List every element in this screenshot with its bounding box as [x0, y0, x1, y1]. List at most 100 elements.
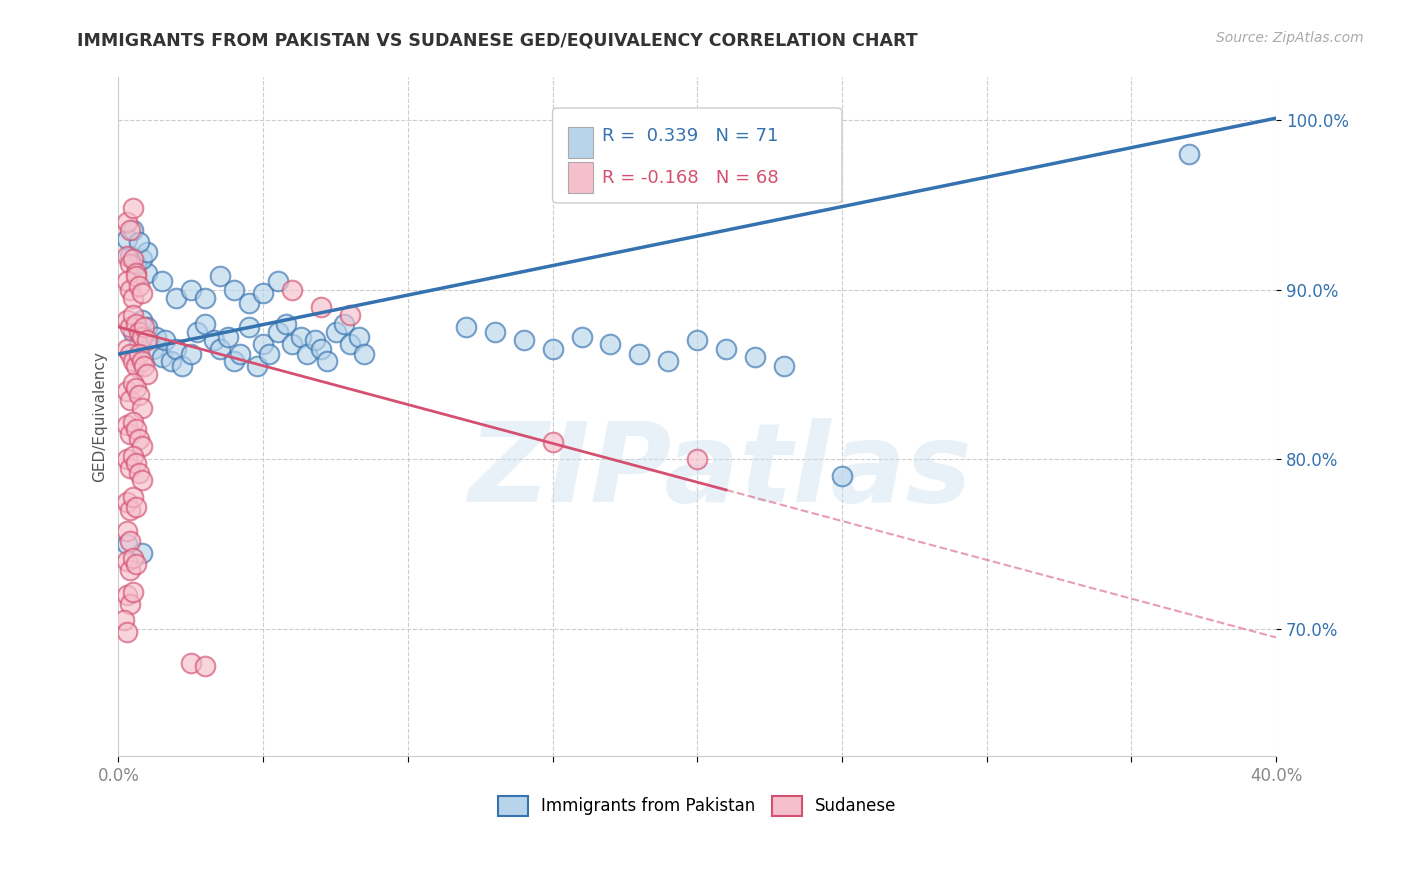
- Point: [309, 342, 332, 356]
- Point: [122, 354, 145, 368]
- Point: [134, 319, 156, 334]
- Point: [194, 291, 217, 305]
- Point: [128, 347, 150, 361]
- Point: [122, 376, 145, 390]
- Point: [628, 347, 651, 361]
- FancyBboxPatch shape: [568, 127, 593, 158]
- FancyBboxPatch shape: [568, 162, 593, 193]
- Point: [276, 317, 298, 331]
- Text: IMMIGRANTS FROM PAKISTAN VS SUDANESE GED/EQUIVALENCY CORRELATION CHART: IMMIGRANTS FROM PAKISTAN VS SUDANESE GED…: [77, 31, 918, 49]
- Point: [134, 359, 156, 373]
- Point: [122, 308, 145, 322]
- Point: [115, 452, 138, 467]
- Point: [657, 354, 679, 368]
- Point: [118, 283, 141, 297]
- Point: [122, 223, 145, 237]
- Point: [339, 337, 361, 351]
- Point: [118, 426, 141, 441]
- Point: [115, 588, 138, 602]
- Point: [115, 249, 138, 263]
- Point: [122, 584, 145, 599]
- Point: [118, 460, 141, 475]
- Point: [512, 334, 534, 348]
- Point: [122, 201, 145, 215]
- Point: [112, 614, 135, 628]
- Point: [208, 268, 231, 283]
- Point: [599, 337, 621, 351]
- Point: [131, 401, 153, 416]
- Point: [128, 388, 150, 402]
- Point: [229, 347, 252, 361]
- Point: [122, 449, 145, 463]
- Point: [131, 546, 153, 560]
- Point: [131, 313, 153, 327]
- Point: [145, 330, 167, 344]
- Point: [115, 232, 138, 246]
- Point: [339, 308, 361, 322]
- Point: [186, 325, 208, 339]
- Point: [571, 330, 593, 344]
- Point: [1178, 146, 1201, 161]
- Point: [165, 342, 187, 356]
- Point: [246, 359, 269, 373]
- Point: [541, 435, 564, 450]
- Point: [208, 342, 231, 356]
- Point: [266, 325, 288, 339]
- Point: [194, 317, 217, 331]
- Point: [131, 330, 153, 344]
- Point: [353, 347, 375, 361]
- Point: [115, 215, 138, 229]
- Point: [115, 494, 138, 508]
- Point: [238, 319, 260, 334]
- Point: [128, 466, 150, 480]
- Point: [128, 337, 150, 351]
- Point: [125, 268, 148, 283]
- Point: [125, 422, 148, 436]
- Point: [122, 291, 145, 305]
- Point: [165, 291, 187, 305]
- Point: [115, 313, 138, 327]
- Point: [686, 452, 709, 467]
- Point: [125, 381, 148, 395]
- Point: [115, 554, 138, 568]
- Point: [541, 342, 564, 356]
- Point: [142, 342, 165, 356]
- Point: [115, 342, 138, 356]
- Point: [122, 550, 145, 565]
- Point: [118, 563, 141, 577]
- Point: [115, 537, 138, 551]
- Point: [252, 337, 274, 351]
- Point: [347, 330, 370, 344]
- Point: [125, 558, 148, 572]
- Point: [131, 473, 153, 487]
- Point: [118, 597, 141, 611]
- Point: [115, 625, 138, 640]
- Point: [238, 296, 260, 310]
- Point: [125, 266, 148, 280]
- Point: [128, 279, 150, 293]
- Point: [281, 283, 304, 297]
- Point: [172, 359, 194, 373]
- Point: [266, 274, 288, 288]
- Point: [131, 354, 153, 368]
- Point: [122, 415, 145, 429]
- Point: [125, 257, 148, 271]
- Point: [115, 524, 138, 538]
- Point: [304, 334, 326, 348]
- Point: [180, 283, 202, 297]
- Legend: Immigrants from Pakistan, Sudanese: Immigrants from Pakistan, Sudanese: [491, 789, 904, 822]
- Point: [118, 533, 141, 548]
- Text: R =  0.339   N = 71: R = 0.339 N = 71: [602, 127, 779, 145]
- Point: [281, 337, 304, 351]
- Point: [309, 300, 332, 314]
- Point: [122, 252, 145, 266]
- Point: [136, 319, 159, 334]
- Point: [118, 257, 141, 271]
- Point: [118, 319, 141, 334]
- FancyBboxPatch shape: [553, 108, 842, 203]
- Point: [122, 490, 145, 504]
- Point: [115, 384, 138, 399]
- Point: [180, 347, 202, 361]
- Point: [831, 469, 853, 483]
- Point: [122, 325, 145, 339]
